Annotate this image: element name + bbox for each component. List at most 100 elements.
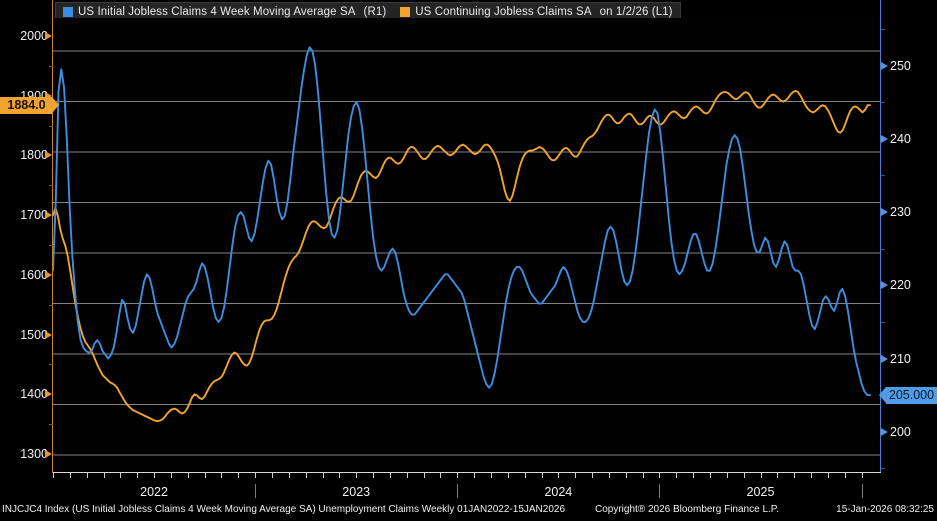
x-axis-month-tick [170, 473, 172, 478]
x-axis-month-tick [103, 473, 105, 478]
x-axis-year-label: 2022 [140, 485, 168, 499]
x-axis-month-tick [541, 473, 543, 478]
right-axis-minor-tick [881, 248, 885, 250]
right-axis-tick-marker [881, 354, 888, 363]
x-axis-month-tick [474, 473, 476, 478]
x-axis-year-label: 2023 [342, 485, 371, 499]
left-axis-value-badge[interactable]: 1884.0 [0, 96, 59, 114]
left-axis-tick-marker [45, 270, 52, 279]
legend-swatch-blue-icon [63, 6, 73, 17]
left-axis-tick-marker [45, 151, 52, 160]
gridlines [53, 50, 880, 456]
x-axis-month-tick [558, 473, 560, 478]
right-axis-line [880, 0, 881, 473]
x-axis-month-tick [811, 473, 813, 478]
x-axis-month-tick [777, 473, 779, 478]
x-axis-year-label: 2025 [746, 485, 775, 499]
x-axis-month-tick [693, 473, 695, 478]
x-axis-month-tick [187, 473, 189, 478]
x-axis-month-tick [120, 473, 122, 478]
x-axis-year-separator [861, 484, 863, 498]
left-axis-minor-tick [49, 65, 53, 67]
x-axis-month-tick [288, 473, 290, 478]
x-axis-month-tick [457, 473, 459, 478]
right-axis-tick-marker [881, 134, 888, 143]
left-axis-line [52, 0, 53, 473]
x-axis-month-tick [827, 473, 829, 478]
left-axis-tick-marker [45, 91, 52, 100]
right-axis-tick-marker [881, 208, 888, 217]
x-axis-year-separator [255, 484, 257, 498]
x-axis-month-tick [861, 473, 863, 478]
left-axis-tick-label: 1600 [20, 267, 48, 282]
x-axis-month-tick [154, 473, 156, 478]
x-axis-year-label: 2024 [544, 485, 573, 499]
left-axis-tick-label: 2000 [20, 28, 48, 43]
x-axis-month-tick [575, 473, 577, 478]
x-axis-month-tick [305, 473, 307, 478]
left-axis-tick-marker [45, 31, 52, 40]
right-axis-tick-label: 230 [890, 205, 911, 220]
legend-item-continuing-claims[interactable]: US Continuing Jobless Claims SA on 1/2/2… [400, 5, 673, 18]
x-axis-month-tick [440, 473, 442, 478]
right-axis-value-badge[interactable]: 205.000 [879, 386, 937, 404]
x-axis-month-tick [86, 473, 88, 478]
right-axis-tick-label: 200 [890, 424, 911, 439]
x-axis-month-tick [608, 473, 610, 478]
right-axis-tick-marker [881, 427, 888, 436]
left-axis-minor-tick [49, 185, 53, 187]
x-axis-month-tick [339, 473, 341, 478]
left-axis-minor-tick [49, 424, 53, 426]
x-axis-month-tick [659, 473, 661, 478]
x-axis-month-tick [69, 473, 71, 478]
legend-label-continuing-claims: US Continuing Jobless Claims SA [415, 5, 592, 18]
right-axis-tick-label: 250 [890, 58, 911, 73]
legend-swatch-orange-icon [400, 6, 411, 17]
x-axis-month-tick [490, 473, 492, 478]
x-axis-month-tick [389, 473, 391, 478]
x-axis-month-tick [760, 473, 762, 478]
right-axis-minor-tick [881, 321, 885, 323]
left-axis-tick-label: 1500 [20, 327, 48, 342]
left-axis-tick-marker [45, 330, 52, 339]
x-axis-month-tick [423, 473, 425, 478]
bottom-axis-line [53, 472, 881, 473]
chart-canvas [53, 46, 880, 456]
right-axis-minor-tick [881, 468, 885, 470]
right-axis-minor-tick [881, 175, 885, 177]
chart-legend: US Initial Jobless Claims 4 Week Moving … [55, 2, 681, 21]
x-axis-month-tick [844, 473, 846, 478]
x-axis-month-tick [255, 473, 257, 478]
x-axis-month-tick [322, 473, 324, 478]
plot-area[interactable] [53, 18, 880, 472]
footer-timestamp: 15-Jan-2026 08:32:25 [836, 504, 934, 515]
right-axis-tick-marker [881, 281, 888, 290]
x-axis-month-tick [743, 473, 745, 478]
x-axis-month-tick [271, 473, 273, 478]
x-axis-month-tick [676, 473, 678, 478]
right-axis-minor-tick [881, 28, 885, 30]
legend-label-initial-claims: US Initial Jobless Claims 4 Week Moving … [78, 5, 356, 18]
left-axis-tick-label: 1400 [20, 387, 48, 402]
x-axis-month-tick [524, 473, 526, 478]
x-axis-month-tick [356, 473, 358, 478]
series-line-initial-claims [53, 46, 871, 397]
x-axis-month-tick [373, 473, 375, 478]
x-axis-month-tick [53, 473, 54, 478]
x-axis-month-tick [709, 473, 711, 478]
left-axis-tick-label: 1300 [20, 447, 48, 462]
x-axis-month-tick [137, 473, 139, 478]
legend-item-initial-claims[interactable]: US Initial Jobless Claims 4 Week Moving … [63, 6, 386, 18]
x-axis-month-tick [204, 473, 206, 478]
x-axis-month-tick [592, 473, 594, 478]
legend-axis-tag-continuing-claims: on 1/2/26 (L1) [599, 5, 673, 18]
right-axis-minor-tick [881, 102, 885, 104]
footer-copyright: Copyright® 2026 Bloomberg Finance L.P. [595, 504, 779, 515]
x-axis-month-tick [642, 473, 644, 478]
x-axis-month-tick [221, 473, 223, 478]
left-axis-minor-tick [49, 125, 53, 127]
left-axis-minor-tick [49, 364, 53, 366]
right-axis-tick-marker [881, 61, 888, 70]
footer-ticker-description: INJCJC4 Index (US Initial Jobless Claims… [2, 504, 566, 515]
